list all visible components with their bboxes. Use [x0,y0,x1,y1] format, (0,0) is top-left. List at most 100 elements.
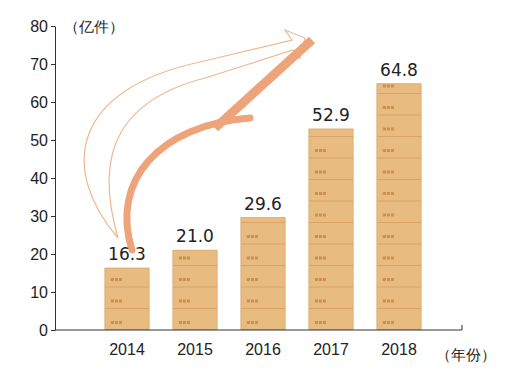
y-axis-label: （亿件） [64,18,124,36]
box-dot [391,106,394,109]
box-dot [247,321,250,324]
box-stripe [241,222,285,223]
box-dot [391,257,394,260]
box-dot [251,278,254,281]
box-dot [119,300,122,303]
box-dot [315,149,318,152]
x-axis: 20142015201620172018 [109,330,417,358]
box-dot [315,278,318,281]
box-dot [119,321,122,324]
box-dot [387,278,390,281]
box-stripe [309,179,353,180]
box-dot [251,300,254,303]
box-stripe [309,222,353,223]
y-tick: 30 [30,208,55,225]
box-dot [383,235,386,238]
box-stripe [377,179,421,180]
box-dot [315,321,318,324]
y-tick-mark [51,140,55,141]
y-tick-label: 0 [39,322,48,339]
y-tick-label: 10 [30,284,48,301]
x-tick: 2017 [313,330,349,358]
box-stripe [377,265,421,266]
box-dot [315,257,318,260]
box-dot [387,149,390,152]
box-dot [251,257,254,260]
box-dot [391,321,394,324]
box-dot [319,257,322,260]
y-tick: 50 [30,132,55,149]
x-tick-label: 2014 [109,341,145,358]
y-tick-label: 50 [30,132,48,149]
y-tick-mark [51,292,55,293]
box-dot [247,235,250,238]
box-dot [187,278,190,281]
box-dot [323,214,326,217]
y-axis: 01020304050607080 [30,18,55,339]
box-dot [315,214,318,217]
box-dot [183,300,186,303]
arrow-outline [84,30,305,238]
box-dot [187,321,190,324]
box-dot [383,149,386,152]
box-dot [383,192,386,195]
data-label: 21.0 [176,226,214,246]
box-dot [115,321,118,324]
box-dot [247,257,250,260]
x-tick: 2015 [177,330,213,358]
box-dot [323,257,326,260]
box-dot [323,235,326,238]
data-label: 52.9 [312,105,350,125]
y-tick: 40 [30,170,55,187]
y-tick: 80 [30,18,55,35]
box-dot [111,321,114,324]
box-dot [319,149,322,152]
box-dot [319,192,322,195]
chart: 0102030405060708020142015201620172018（亿件… [0,0,512,378]
box-stripe [377,115,421,116]
box-stripe [105,308,149,309]
y-tick: 0 [39,322,55,339]
box-dot [319,300,322,303]
box-dot [115,300,118,303]
y-tick-label: 40 [30,170,48,187]
x-axis-line [55,330,462,331]
bar [241,218,285,330]
y-tick-label: 30 [30,208,48,225]
box-dot [383,171,386,174]
box-dot [315,235,318,238]
box-stripe [377,287,421,288]
box-dot [323,321,326,324]
data-label: 16.3 [108,244,146,264]
box-dot [387,321,390,324]
box-dot [391,149,394,152]
box-dot [383,300,386,303]
box-dot [319,171,322,174]
arrow-decoration [84,30,312,250]
box-dot [251,235,254,238]
box-dot [111,278,114,281]
box-stripe [173,287,217,288]
box-dot [179,300,182,303]
y-axis-line [55,27,56,331]
x-tick-label: 2015 [177,341,213,358]
box-dot [323,149,326,152]
box-stripe [377,201,421,202]
box-dot [323,192,326,195]
box-dot [319,278,322,281]
box-stripe [241,265,285,266]
arrow-curve [127,118,250,250]
box-dot [387,257,390,260]
box-dot [179,278,182,281]
y-tick-label: 80 [30,18,48,35]
x-tick-label: 2018 [381,341,417,358]
box-dot [315,171,318,174]
box-stripe [377,158,421,159]
y-tick-mark [51,26,55,27]
box-dot [391,192,394,195]
box-stripe [377,136,421,137]
box-dot [319,321,322,324]
box-dot [387,106,390,109]
box-dot [391,300,394,303]
box-dot [391,278,394,281]
